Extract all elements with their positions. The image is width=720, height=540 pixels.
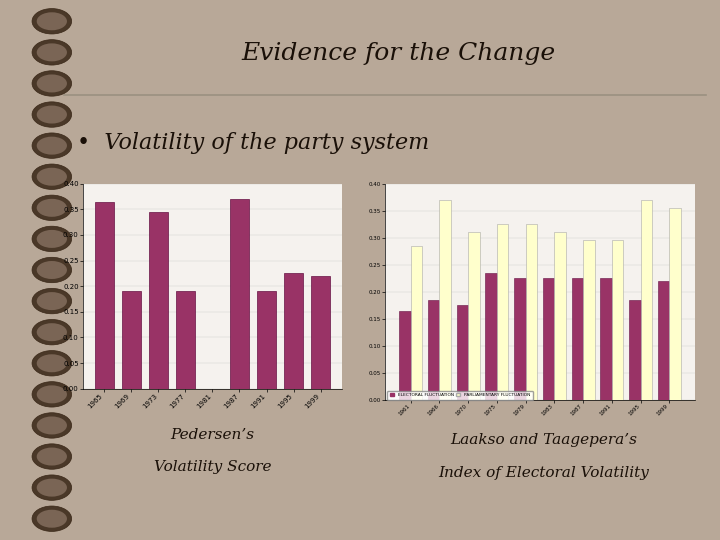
Bar (428, 300, 439, 400)
Bar (629, 300, 641, 400)
Bar (600, 278, 612, 400)
Bar (572, 278, 583, 400)
Ellipse shape (37, 137, 67, 154)
Bar (612, 240, 624, 400)
Ellipse shape (37, 354, 67, 372)
Bar (311, 276, 330, 389)
Bar (400, 310, 411, 400)
Ellipse shape (32, 257, 72, 283)
Ellipse shape (32, 444, 72, 469)
Ellipse shape (32, 350, 72, 376)
Ellipse shape (37, 43, 67, 62)
Ellipse shape (32, 9, 72, 34)
Ellipse shape (32, 288, 72, 314)
Ellipse shape (37, 230, 67, 248)
Text: Volatility Score: Volatility Score (153, 460, 271, 474)
Ellipse shape (37, 168, 67, 186)
Text: Laakso and Taagepera’s: Laakso and Taagepera’s (450, 433, 637, 447)
Ellipse shape (32, 382, 72, 407)
Bar (658, 281, 669, 400)
Bar (230, 199, 249, 389)
Text: •  Volatility of the party system: • Volatility of the party system (77, 132, 430, 154)
Bar (641, 200, 652, 400)
Bar (554, 232, 566, 400)
Bar (94, 201, 114, 389)
Bar (284, 273, 303, 389)
Ellipse shape (32, 475, 72, 501)
Ellipse shape (37, 323, 67, 341)
Ellipse shape (32, 102, 72, 127)
Ellipse shape (37, 478, 67, 497)
Bar (485, 273, 497, 400)
Bar (149, 212, 168, 389)
Bar (583, 240, 595, 400)
Bar (468, 232, 480, 400)
Ellipse shape (32, 133, 72, 158)
Ellipse shape (37, 386, 67, 403)
Ellipse shape (32, 39, 72, 65)
Bar (257, 292, 276, 389)
Ellipse shape (32, 226, 72, 252)
Ellipse shape (37, 448, 67, 465)
Ellipse shape (32, 506, 72, 531)
Ellipse shape (37, 416, 67, 435)
Ellipse shape (32, 195, 72, 220)
Bar (122, 292, 140, 389)
Bar (543, 278, 554, 400)
Bar (439, 200, 451, 400)
Text: Pedersen’s: Pedersen’s (171, 428, 254, 442)
Ellipse shape (37, 199, 67, 217)
Ellipse shape (37, 75, 67, 92)
Ellipse shape (37, 12, 67, 30)
Bar (411, 246, 422, 400)
Bar (497, 224, 508, 400)
Bar (669, 208, 680, 400)
Ellipse shape (32, 71, 72, 96)
Ellipse shape (37, 105, 67, 124)
Text: Index of Electoral Volatility: Index of Electoral Volatility (438, 465, 649, 480)
Bar (526, 224, 537, 400)
Ellipse shape (32, 320, 72, 345)
Ellipse shape (32, 413, 72, 438)
Bar (456, 305, 468, 400)
Ellipse shape (37, 292, 67, 310)
Ellipse shape (37, 261, 67, 279)
Ellipse shape (37, 510, 67, 528)
Bar (514, 278, 526, 400)
Ellipse shape (32, 164, 72, 190)
Text: Evidence for the Change: Evidence for the Change (241, 42, 555, 64)
Legend: ELECTORAL FLUCTUATION, PARLIAMENTARY FLUCTUATION: ELECTORAL FLUCTUATION, PARLIAMENTARY FLU… (387, 391, 533, 400)
Bar (176, 292, 195, 389)
